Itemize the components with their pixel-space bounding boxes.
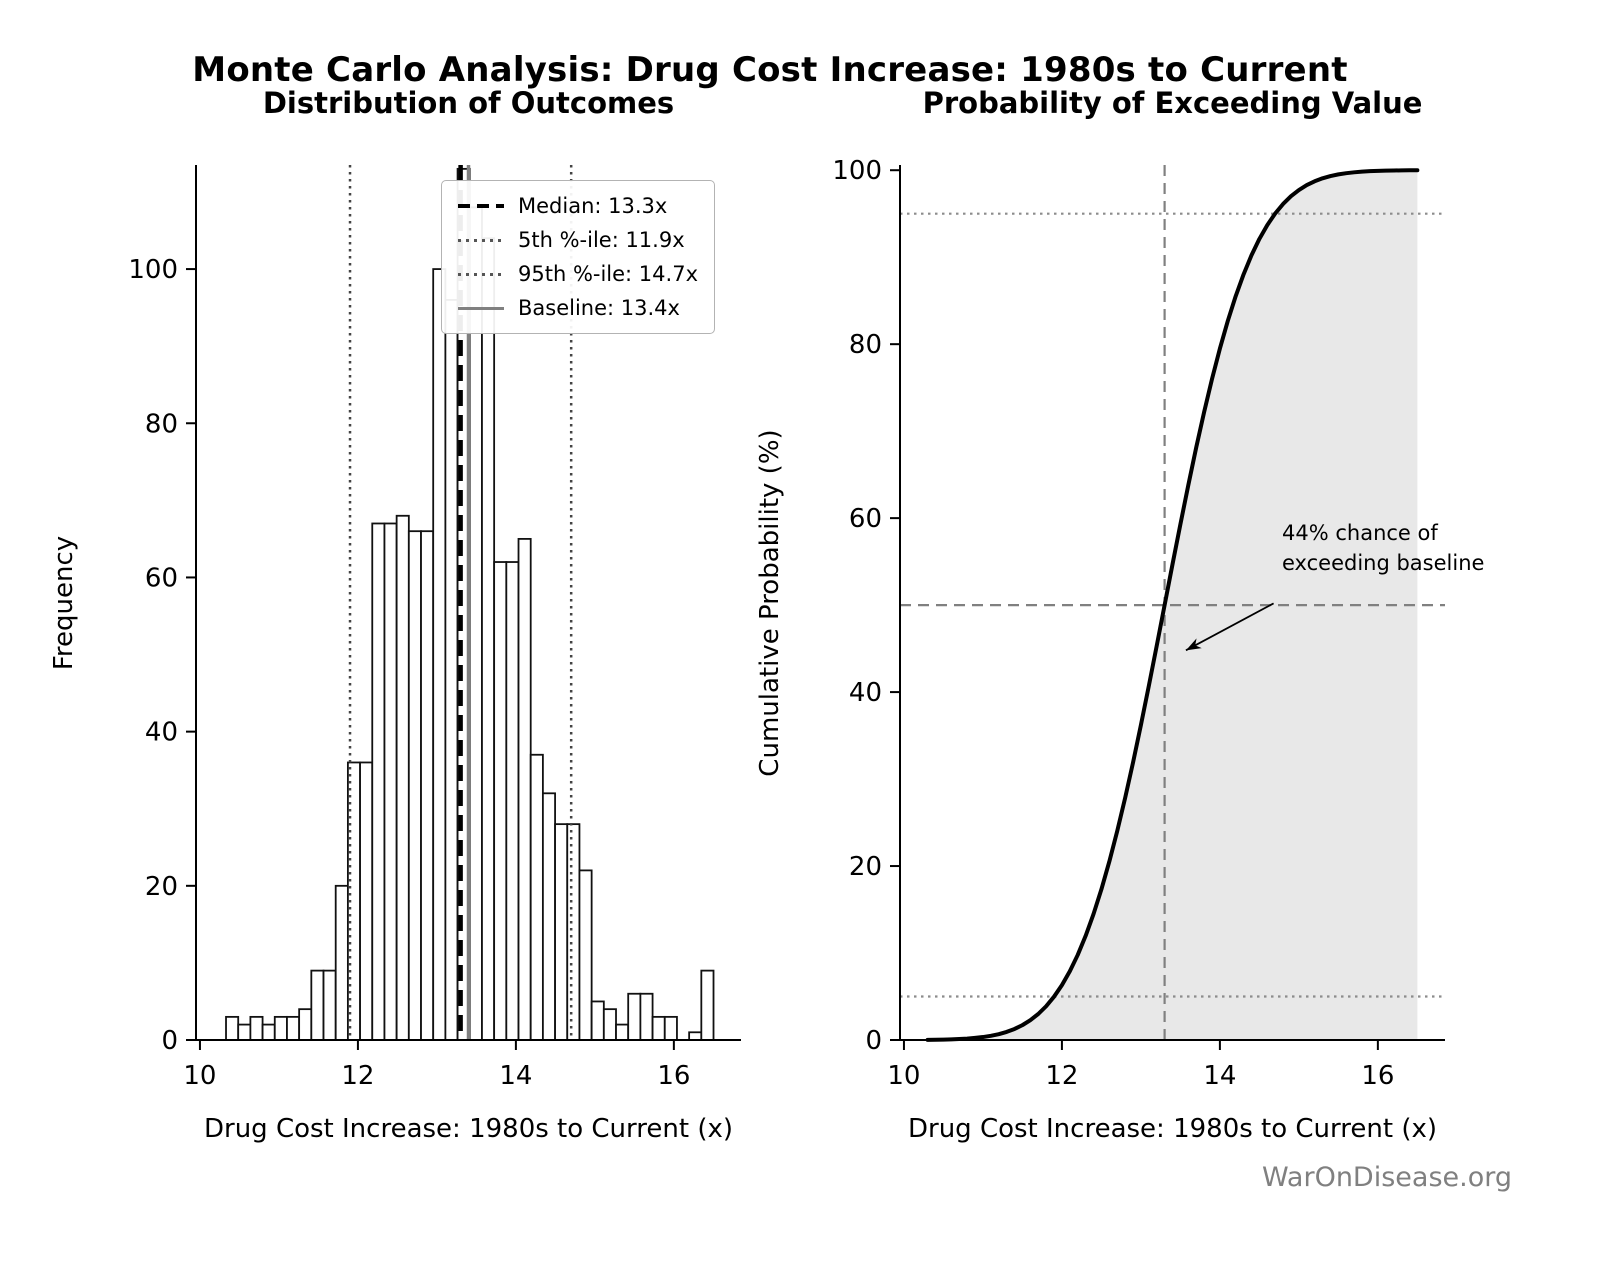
histogram-bar [639, 992, 654, 1041]
x-tick-label: 16 [657, 1061, 690, 1091]
histogram-bar [663, 1015, 678, 1041]
histogram-bar [602, 1008, 617, 1041]
x-tick-label: 16 [1361, 1061, 1394, 1091]
histogram-bar [261, 1023, 276, 1041]
histogram-bar [237, 1023, 252, 1041]
legend-label-95th-percentile: 95th %-ile: 14.7x [518, 262, 698, 286]
histogram-bar [627, 992, 642, 1041]
histogram-bar [517, 537, 532, 1041]
histogram-bar [554, 823, 569, 1041]
histogram-bar [505, 561, 520, 1041]
histogram-bar [407, 530, 422, 1041]
histogram-bar [371, 522, 386, 1041]
y-tick-label: 40 [145, 718, 178, 748]
histogram-bar [383, 522, 398, 1041]
x-tick-label: 14 [1203, 1061, 1236, 1091]
histogram-bar [298, 1008, 313, 1041]
legend-item-median: Median: 13.3x [458, 194, 698, 218]
x-tick-label: 14 [499, 1061, 532, 1091]
left-y-axis-label: Frequency [49, 535, 79, 671]
figure-title: Monte Carlo Analysis: Drug Cost Increase… [192, 50, 1348, 90]
histogram-bar [334, 884, 349, 1041]
y-tick-label: 100 [832, 156, 882, 186]
x-tick-label: 10 [183, 1061, 216, 1091]
legend-label-median: Median: 13.3x [518, 194, 668, 218]
percentile95-line-icon [458, 272, 504, 276]
y-tick-label: 0 [161, 1026, 178, 1056]
histogram-bar [700, 969, 715, 1041]
left-chart-title: Distribution of Outcomes [262, 86, 675, 120]
y-tick-label: 20 [145, 872, 178, 902]
histogram-bar [651, 1015, 666, 1041]
histogram-bar [578, 869, 593, 1041]
histogram-bar [481, 237, 496, 1041]
histogram-bar [529, 753, 544, 1041]
histogram-bar [566, 823, 581, 1041]
y-tick-label: 20 [849, 852, 882, 882]
legend-label-baseline: Baseline: 13.4x [518, 296, 680, 320]
left-x-axis-label: Drug Cost Increase: 1980s to Current (x) [203, 1114, 733, 1144]
x-tick-label: 12 [341, 1061, 374, 1091]
x-tick-label: 12 [1045, 1061, 1078, 1091]
legend-item-5th-percentile: 5th %-ile: 11.9x [458, 228, 698, 252]
histogram-bar [444, 299, 459, 1041]
histogram-bar [359, 761, 374, 1041]
histogram-bar [395, 514, 410, 1041]
y-tick-label: 0 [865, 1026, 882, 1056]
x-tick-label: 10 [887, 1061, 920, 1091]
y-tick-label: 40 [849, 678, 882, 708]
histogram-bar [541, 792, 556, 1041]
y-tick-label: 80 [849, 330, 882, 360]
y-tick-label: 60 [145, 563, 178, 593]
histogram-bar [615, 1023, 630, 1041]
right-y-axis-label: Cumulative Probability (%) [755, 429, 785, 777]
histogram-bar [420, 530, 435, 1041]
baseline-line-icon [458, 306, 504, 310]
annotation-arrowhead [1185, 638, 1202, 651]
histogram-bar [310, 969, 325, 1041]
y-tick-label: 80 [145, 409, 178, 439]
annotation-text: 44% chance of exceeding baseline [1282, 521, 1485, 576]
legend-label-5th-percentile: 5th %-ile: 11.9x [518, 228, 685, 252]
legend-item-baseline: Baseline: 13.4x [458, 296, 698, 320]
right-chart-title: Probability of Exceeding Value [922, 86, 1423, 120]
legend: Median: 13.3x 5th %-ile: 11.9x 95th %-il… [441, 180, 715, 334]
legend-item-95th-percentile: 95th %-ile: 14.7x [458, 262, 698, 286]
histogram-bar [273, 1015, 288, 1041]
histogram-bar [590, 1000, 605, 1041]
cdf-curve [925, 168, 1420, 1042]
histogram-bar [286, 1015, 301, 1041]
percentile5-line-icon [458, 238, 504, 242]
watermark: WarOnDisease.org [1261, 1162, 1512, 1193]
histogram-bar [493, 561, 508, 1041]
histogram-bar [322, 969, 337, 1041]
histogram-bar [688, 1031, 703, 1041]
histogram-bar [225, 1015, 240, 1041]
annotation-arrow [1185, 602, 1275, 652]
histogram-bar [432, 268, 447, 1041]
y-tick-label: 60 [849, 504, 882, 534]
histogram-bar [249, 1015, 264, 1041]
right-x-axis-label: Drug Cost Increase: 1980s to Current (x) [907, 1114, 1437, 1144]
median-line-icon [458, 204, 504, 208]
y-tick-label: 100 [128, 255, 178, 285]
